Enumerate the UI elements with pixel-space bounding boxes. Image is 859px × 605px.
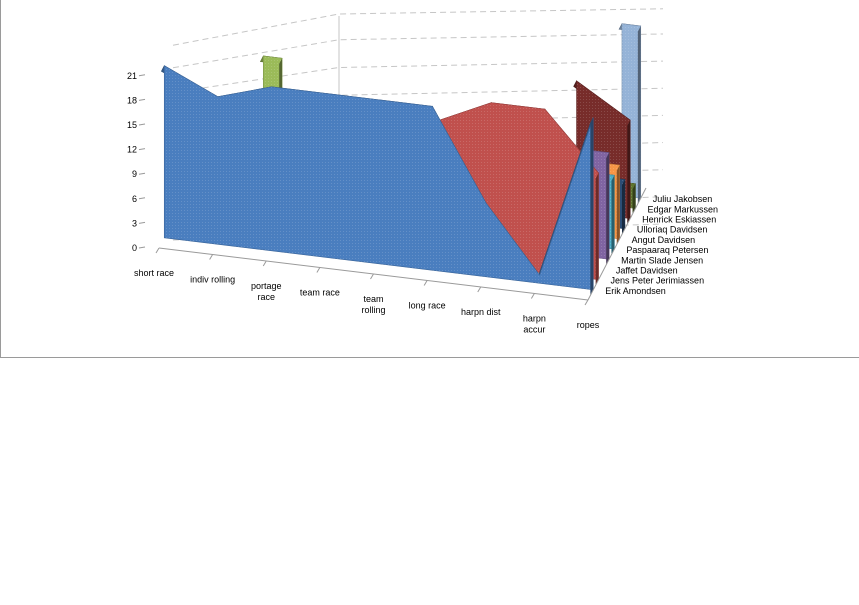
x-tick-label: harpn dist xyxy=(461,307,501,317)
series-label: Ulloriaq Davidsen xyxy=(637,225,708,235)
y-tick-label: 15 xyxy=(127,120,137,130)
x-tick-label: team race xyxy=(300,288,340,298)
x-tick-label: indiv rolling xyxy=(190,275,235,285)
area-side-edgar-markussen xyxy=(632,183,636,214)
x-tick-mark xyxy=(477,286,482,293)
gridline xyxy=(172,60,664,93)
series-label: Paspaaraq Petersen xyxy=(626,245,708,255)
area-side-erik-amondsen xyxy=(590,117,594,296)
y-tick-mark xyxy=(138,172,146,175)
y-tick-label: 12 xyxy=(127,145,137,155)
y-tick-label: 21 xyxy=(127,71,137,81)
area-side-jens-peter-jerimiassen xyxy=(595,173,599,286)
y-tick-mark xyxy=(138,246,146,249)
x-axis: short race indiv rolling portage race team r… xyxy=(134,247,600,335)
x-tick-label-line: rolling xyxy=(361,305,385,315)
x-tick-mark xyxy=(370,273,374,280)
series-label: Edgar Markussen xyxy=(647,204,718,214)
depth-axis-line xyxy=(587,187,647,301)
y-tick-label: 3 xyxy=(132,218,137,228)
series-label: Martin Slade Jensen xyxy=(621,255,703,265)
x-tick-mark xyxy=(530,293,535,299)
series-label: Jens Peter Jerimiassen xyxy=(611,276,705,286)
area-side-martin-slade-jensen xyxy=(606,152,610,265)
x-tick-label-line: team xyxy=(363,294,383,304)
series-label: Henrick Eskiassen xyxy=(642,215,716,225)
x-tick-mark xyxy=(584,299,589,306)
area-side-paspaaraq-petersen xyxy=(611,175,615,255)
y-axis: 0 3 6 9 12 15 18 21 xyxy=(127,71,146,253)
y-tick-label: 6 xyxy=(132,194,137,204)
x-tick-label-line: harpn xyxy=(523,314,546,324)
chart-area: 0 3 6 9 12 15 18 21 short race indiv rolling port… xyxy=(0,0,859,358)
x-tick-label: portage race xyxy=(251,281,282,302)
series-label: Angut Davidsen xyxy=(632,235,696,245)
gridline xyxy=(172,33,664,69)
area-side-juliu-jakobsen xyxy=(637,25,641,204)
area-texture-erik-amondsen xyxy=(164,65,594,290)
y-tick-mark xyxy=(138,197,146,200)
x-tick-label-line: portage xyxy=(251,281,282,291)
x-tick-label: team rolling xyxy=(361,294,385,315)
y-tick-label: 9 xyxy=(132,169,137,179)
x-tick-mark xyxy=(262,260,267,267)
x-tick-label-line: race xyxy=(257,292,275,302)
series-label: Juliu Jakobsen xyxy=(653,194,713,204)
y-tick-mark xyxy=(138,74,146,77)
x-tick-label-line: accur xyxy=(523,325,545,335)
y-tick-mark xyxy=(138,123,146,126)
x-tick-mark xyxy=(155,247,160,254)
x-tick-label: ropes xyxy=(577,320,600,330)
area-side-angut-davidsen xyxy=(616,165,620,245)
y-tick-label: 18 xyxy=(127,95,137,105)
series-label: Jaffet Davidsen xyxy=(616,265,678,275)
series-label: Erik Amondsen xyxy=(605,286,666,296)
gridline xyxy=(172,8,664,46)
y-tick-mark xyxy=(138,221,146,224)
x-tick-label: long race xyxy=(409,301,446,311)
x-tick-mark xyxy=(423,280,428,286)
y-tick-label: 0 xyxy=(132,243,137,253)
area-side-henrick-eskiassen xyxy=(627,120,631,225)
3d-area-chart: 0 3 6 9 12 15 18 21 short race indiv rolling port… xyxy=(127,8,718,335)
y-tick-mark xyxy=(138,98,146,101)
front-series xyxy=(160,65,594,296)
area-side-ulloriaq-davidsen xyxy=(622,179,625,235)
y-tick-mark xyxy=(138,148,146,151)
x-tick-label: short race xyxy=(134,268,174,278)
x-tick-mark xyxy=(316,267,321,273)
x-tick-mark xyxy=(209,254,214,260)
x-axis-line xyxy=(158,247,589,301)
x-tick-label: harpn accur xyxy=(523,314,546,335)
